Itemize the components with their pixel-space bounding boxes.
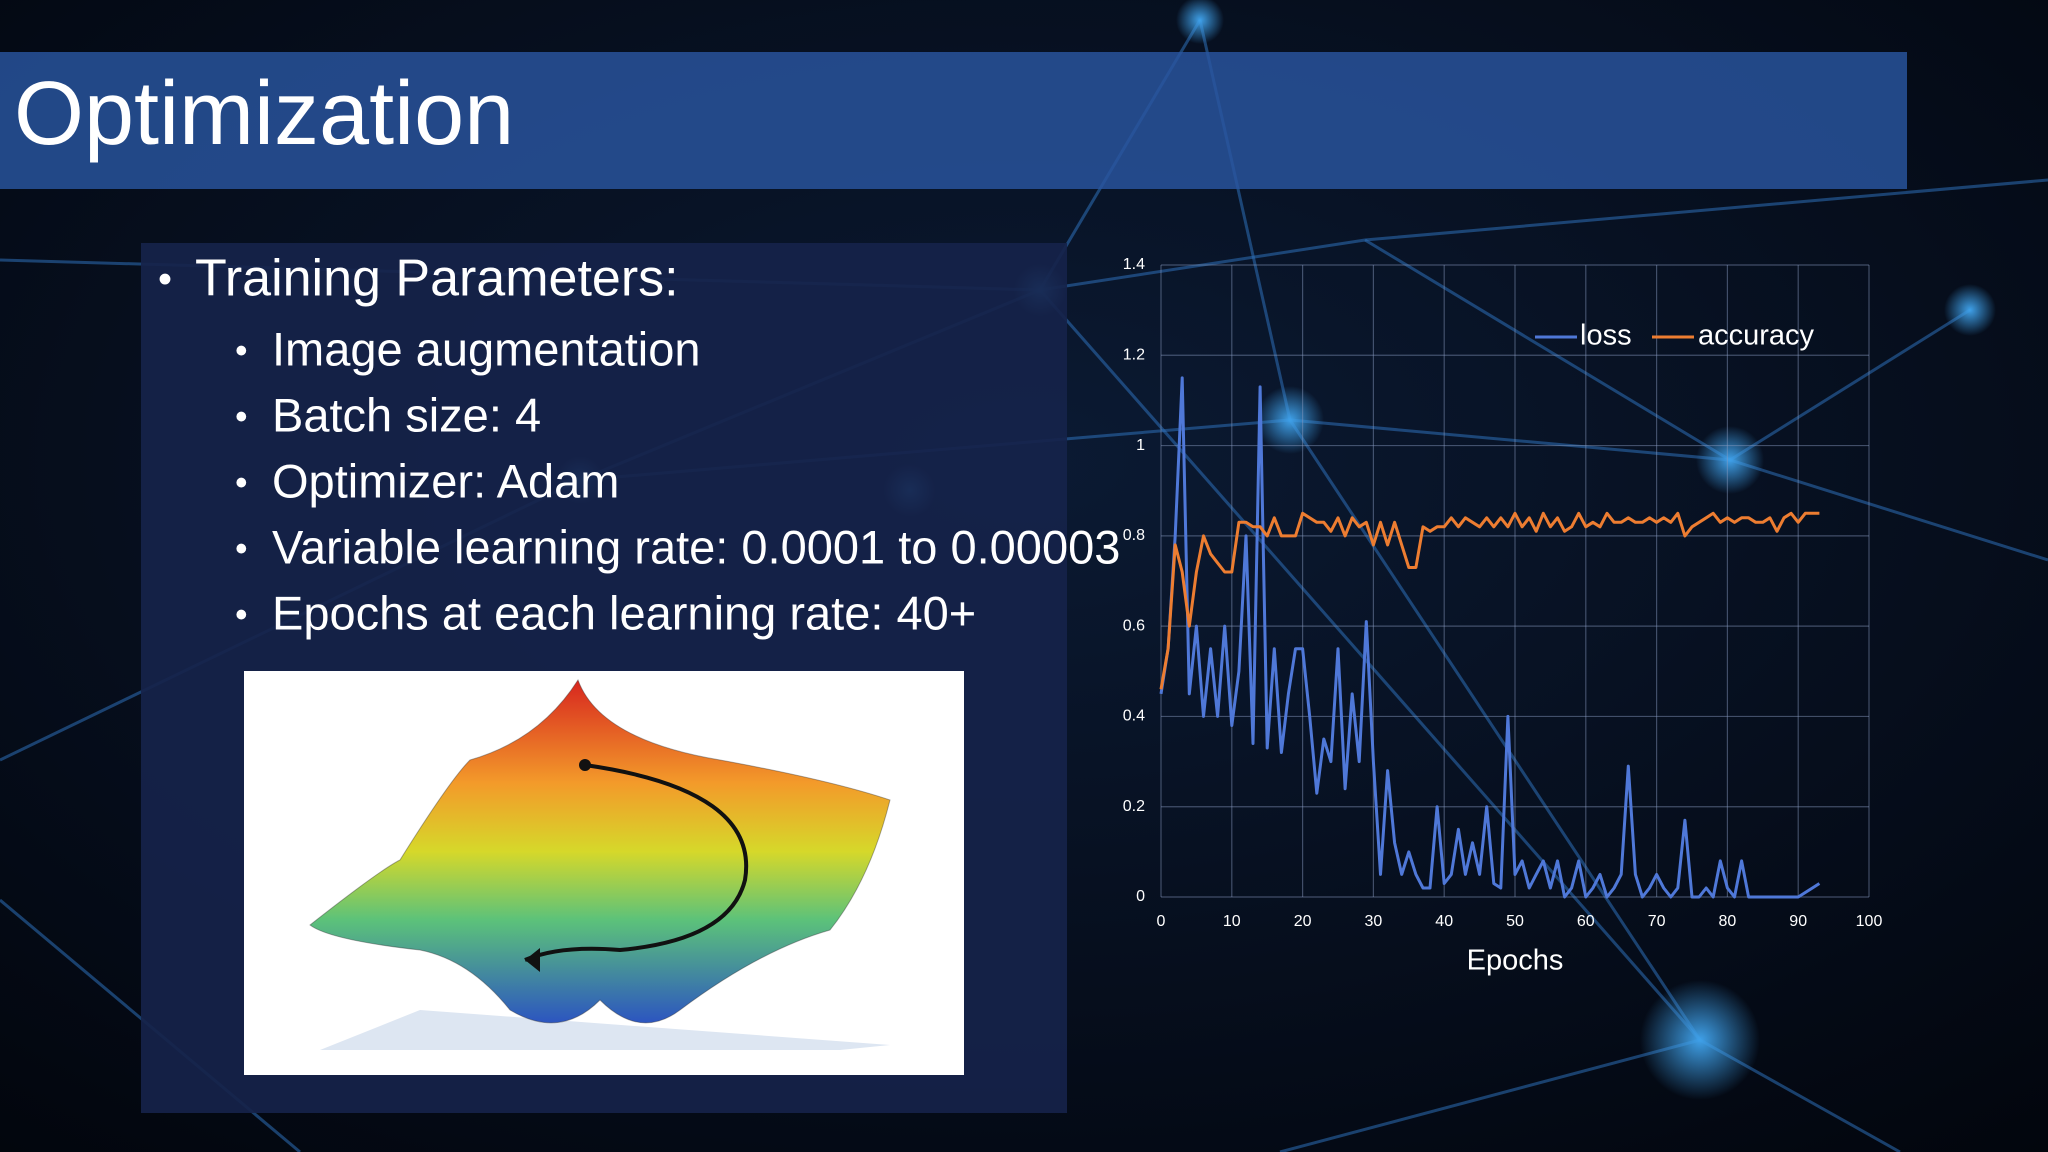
legend-label: loss: [1580, 320, 1632, 352]
x-tick-label: 90: [1789, 913, 1807, 930]
bullet-item: Variable learning rate: 0.0001 to 0.0000…: [272, 520, 1120, 573]
bullet-dot: •: [235, 528, 248, 569]
x-tick-label: 20: [1294, 913, 1312, 930]
y-tick-label: 0: [1136, 888, 1145, 905]
slide-title: Optimization: [14, 64, 514, 164]
x-tick-label: 70: [1648, 913, 1666, 930]
y-tick-label: 1.4: [1123, 256, 1145, 273]
bullet-item: Batch size: 4: [272, 388, 541, 441]
x-tick-label: 50: [1506, 913, 1524, 930]
x-tick-label: 10: [1223, 913, 1241, 930]
bullet-list: • Image augmentation • Batch size: 4 • Optimi…: [235, 322, 1120, 639]
bullet-item: Epochs at each learning rate: 40+: [272, 586, 976, 639]
y-tick-label: 0.2: [1123, 798, 1145, 815]
x-tick-label: 80: [1719, 913, 1737, 930]
chart: 0 0.2 0.4 0.6 0.8 1 1.2 1.4 0 10 20 30 40 50 60 70 80 90 1…: [1123, 256, 1883, 976]
bullet-dot: •: [235, 396, 248, 437]
title-band: [0, 52, 1907, 189]
loss-surface-figure: [309, 678, 891, 1050]
bullet-dot: •: [235, 594, 248, 635]
x-tick-label: 30: [1365, 913, 1383, 930]
y-tick-label: 0.8: [1123, 527, 1145, 544]
x-tick-label: 0: [1157, 913, 1166, 930]
x-tick-label: 60: [1577, 913, 1595, 930]
y-tick-label: 1: [1136, 437, 1145, 454]
bullet-dot: •: [158, 258, 172, 302]
legend-label: accuracy: [1698, 320, 1815, 352]
bullet-dot: •: [235, 330, 248, 371]
y-tick-label: 1.2: [1123, 347, 1145, 364]
bullet-item: Optimizer: Adam: [272, 454, 619, 507]
bullet-item: Image augmentation: [272, 322, 701, 375]
x-tick-label: 100: [1856, 913, 1883, 930]
bullet-heading: Training Parameters:: [195, 250, 679, 308]
series-line: [1159, 511, 1820, 690]
bullet-dot: •: [235, 462, 248, 503]
y-tick-label: 0.6: [1123, 617, 1145, 634]
x-axis-label: Epochs: [1467, 945, 1564, 977]
series-line: [1159, 376, 1821, 899]
y-tick-label: 0.4: [1123, 708, 1145, 725]
x-tick-label: 40: [1435, 913, 1453, 930]
